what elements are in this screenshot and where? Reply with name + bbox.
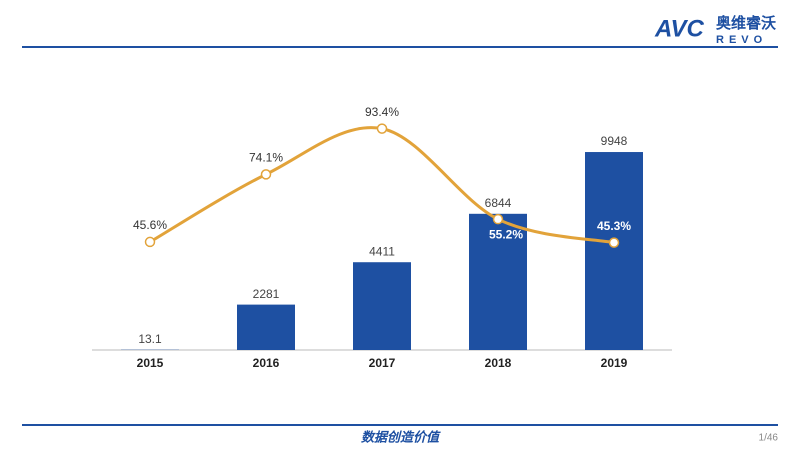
- bar-value-label: 6844: [485, 196, 512, 210]
- bar-value-label: 9948: [601, 134, 628, 148]
- page-number: 1/46: [759, 433, 779, 444]
- x-tick-label: 2017: [369, 356, 396, 370]
- logo-mark: AVC: [654, 15, 705, 42]
- line-point: [376, 123, 388, 134]
- logo-en: REVO: [716, 34, 767, 46]
- line-value-label: 93.4%: [365, 105, 399, 119]
- logo-cn: 奥维睿沃: [716, 14, 776, 32]
- line-value-label: 55.2%: [489, 227, 523, 241]
- x-tick-label: 2018: [485, 356, 512, 370]
- x-tick-label: 2019: [601, 356, 628, 370]
- line-point: [608, 237, 620, 248]
- bar: [585, 152, 643, 350]
- bar: [353, 262, 411, 350]
- bar-value-label: 2281: [253, 287, 280, 301]
- x-tick-label: 2015: [137, 356, 164, 370]
- bar-value-label: 13.1: [138, 332, 162, 346]
- line-point: [492, 213, 504, 225]
- bar: [237, 304, 295, 350]
- footer-slogan: 数据创造价值: [361, 429, 441, 444]
- line-value-label: 45.3%: [597, 219, 631, 233]
- bar: [469, 213, 527, 350]
- line-value-label: 74.1%: [249, 151, 283, 165]
- x-tick-label: 2016: [253, 356, 280, 370]
- line-point: [144, 236, 156, 248]
- line-point: [260, 169, 272, 180]
- line-value-label: 45.6%: [133, 218, 167, 232]
- line: [149, 126, 615, 245]
- bar-value-label: 4411: [369, 244, 395, 258]
